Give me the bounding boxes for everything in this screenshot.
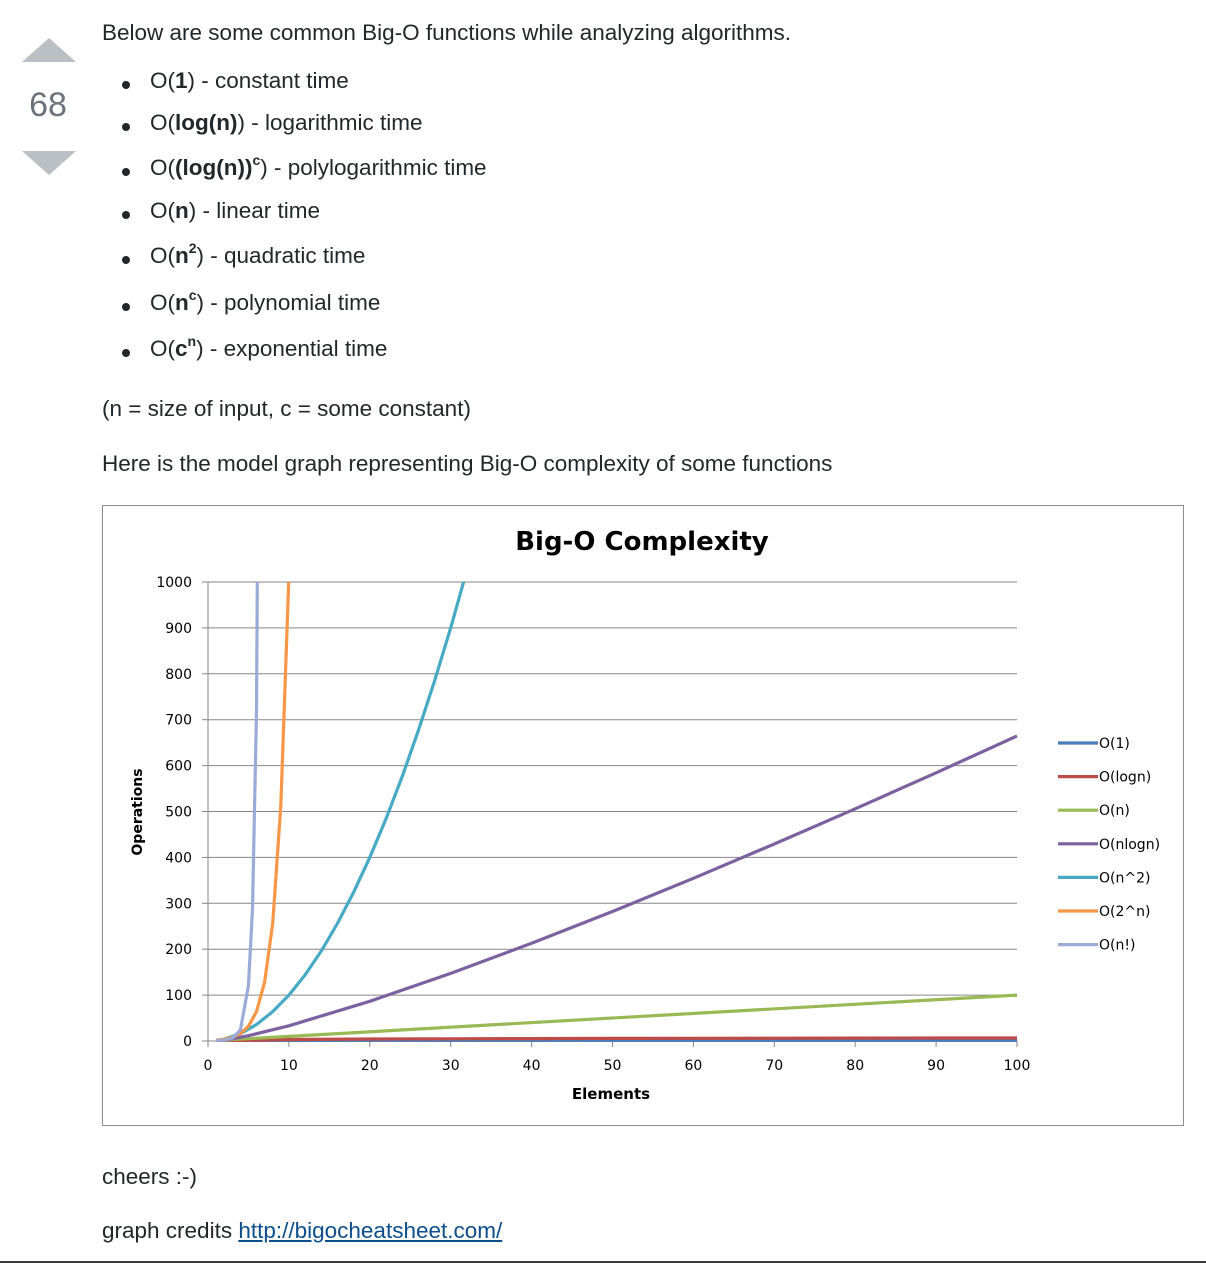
- x-tick-label: 40: [523, 1058, 541, 1074]
- series-line-2: [216, 993, 1018, 1042]
- bullet-icon: [122, 303, 130, 311]
- x-tick-label: 0: [204, 1058, 213, 1074]
- list-item-text: O(n) - linear time: [150, 198, 321, 223]
- y-tick-label: 0: [183, 1034, 192, 1050]
- y-tick-label: 900: [165, 621, 192, 637]
- legend-label: O(n!): [1099, 938, 1135, 954]
- x-tick-label: 20: [361, 1058, 379, 1074]
- x-tick-label: 10: [280, 1058, 298, 1074]
- series-line-3: [215, 734, 1018, 1042]
- x-tick-label: 80: [846, 1058, 864, 1074]
- bottom-divider: [0, 1261, 1206, 1263]
- y-tick-label: 1000: [156, 575, 192, 591]
- bullet-icon: [122, 123, 130, 131]
- list-item-text: O(n2) - quadratic time: [150, 240, 366, 268]
- graph-intro-text: Here is the model graph representing Big…: [102, 451, 833, 476]
- legend-label: O(n): [1099, 803, 1130, 819]
- chart-title: Big-O Complexity: [515, 527, 769, 557]
- list-item-text: O(cn) - exponential time: [150, 333, 388, 361]
- legend-label: O(nlogn): [1099, 837, 1160, 853]
- list-item-text: O((log(n))c) - polylogarithmic time: [150, 152, 487, 180]
- credits-label: graph credits: [102, 1218, 239, 1243]
- vote-count: 68: [29, 86, 67, 124]
- bullet-icon: [122, 349, 130, 357]
- x-tick-label: 70: [765, 1058, 783, 1074]
- y-tick-label: 100: [165, 988, 192, 1004]
- chart-image: Big-O Complexity 0 100 200 300 400 500 600 700 80…: [102, 505, 1184, 1126]
- list-item-text: O(1) - constant time: [150, 68, 349, 93]
- x-tick-label: 50: [604, 1058, 622, 1074]
- bullet-icon: [122, 81, 130, 89]
- series-line-1: [216, 1036, 1017, 1042]
- big-o-chart: Big-O Complexity010020030040050060070080…: [130, 527, 1160, 1103]
- note-text: (n = size of input, c = some constant): [102, 396, 471, 421]
- legend-label: O(1): [1099, 736, 1130, 752]
- credits-line: graph credits http://bigocheatsheet.com/: [102, 1218, 502, 1244]
- credits-link[interactable]: http://bigocheatsheet.com/: [238, 1218, 503, 1243]
- legend-label: O(logn): [1099, 770, 1151, 786]
- y-tick-label: 500: [165, 805, 192, 821]
- list-item-text: O(nc) - polynomial time: [150, 287, 381, 315]
- bullet-icon: [122, 168, 130, 176]
- series-line-4: [215, 581, 466, 1042]
- y-tick-label: 400: [165, 850, 192, 866]
- list-item-text: O(log(n)) - logarithmic time: [150, 110, 423, 135]
- y-axis-label: Operations: [130, 768, 146, 855]
- downvote-arrow-icon[interactable]: [22, 151, 76, 175]
- bullet-icon: [122, 256, 130, 264]
- x-tick-label: 100: [1004, 1058, 1031, 1074]
- y-tick-label: 600: [165, 759, 192, 775]
- legend-label: O(n^2): [1099, 870, 1150, 886]
- y-tick-label: 800: [165, 667, 192, 683]
- y-tick-label: 200: [165, 942, 192, 958]
- x-axis-label: Elements: [572, 1085, 650, 1103]
- y-tick-label: 700: [165, 713, 192, 729]
- closing-text: cheers :-): [102, 1164, 198, 1189]
- bullet-icon: [122, 211, 130, 219]
- intro-text: Below are some common Big-O functions wh…: [102, 20, 792, 45]
- series-line-6: [216, 581, 259, 1042]
- y-tick-label: 300: [165, 896, 192, 912]
- x-tick-label: 30: [442, 1058, 460, 1074]
- upvote-arrow-icon[interactable]: [22, 38, 76, 62]
- x-tick-label: 90: [927, 1058, 945, 1074]
- legend-label: O(2^n): [1099, 904, 1150, 920]
- x-tick-label: 60: [684, 1058, 702, 1074]
